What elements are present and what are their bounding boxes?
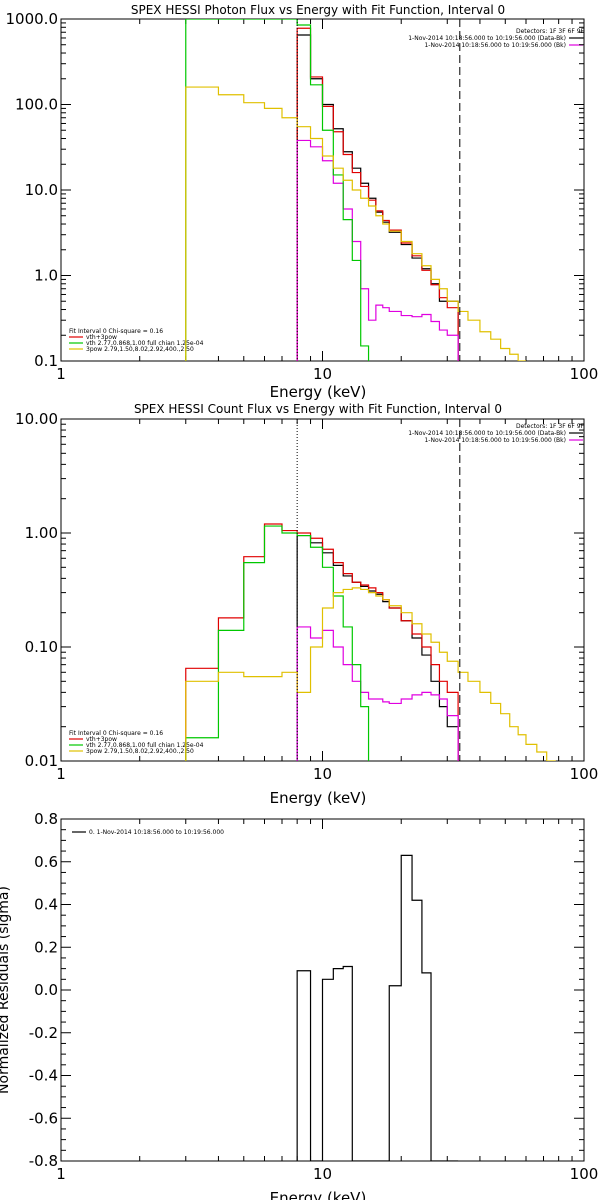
x-tick-label: 1: [56, 765, 66, 783]
x-tick-label: 10: [313, 765, 332, 783]
legend-left-entry: vth+3pow: [86, 334, 117, 341]
y-tick-label: 10.00: [15, 410, 58, 428]
series-line: [296, 139, 459, 361]
x-tick-label: 10: [313, 365, 332, 383]
series-line: [185, 587, 556, 761]
series-line: [296, 626, 459, 761]
legend-right-header: Detectors: 1F 3F 6F 9F: [516, 28, 585, 35]
residuals-panel: Energy (keV) Normalized Residuals (sigma…: [0, 810, 598, 1200]
y-tick-label: 0.01: [25, 752, 58, 770]
legend-left-header: Fit Interval 0 Chi-square = 0.16: [69, 730, 163, 737]
y-tick-label: -0.4: [29, 1067, 58, 1085]
y-tick-label: -0.8: [29, 1152, 58, 1170]
x-tick-label: 100: [570, 365, 599, 383]
y-axis-label: Normalized Residuals (sigma): [0, 886, 12, 1094]
y-tick-label: 1.0: [34, 267, 58, 285]
plot-frame: [60, 18, 585, 362]
series-line: [296, 27, 459, 361]
y-tick-label: 1.00: [25, 524, 58, 542]
x-tick-label: 1: [56, 1165, 66, 1183]
chart-title: SPEX HESSI Count Flux vs Energy with Fit…: [134, 402, 502, 416]
legend-left-entry: 3pow 2.79,1.50,8.02,2.92,400.,2.50: [86, 346, 194, 353]
y-tick-label: 0.4: [34, 896, 58, 914]
legend-right-entry: 1-Nov-2014 10:18:56.000 to 10:19:56.000 …: [408, 430, 566, 437]
series-line: [296, 534, 459, 761]
y-tick-label: 0.1: [34, 352, 58, 370]
y-tick-label: 0.6: [34, 853, 58, 871]
x-tick-label: 100: [570, 1165, 599, 1183]
y-tick-label: 0.2: [34, 938, 58, 956]
legend-left-entry: 0. 1-Nov-2014 10:18:56.000 to 10:19:56.0…: [89, 829, 224, 836]
chart-title: SPEX HESSI Photon Flux vs Energy with Fi…: [131, 3, 505, 17]
count-flux-panel: SPEX HESSI Count Flux vs Energy with Fit…: [15, 402, 598, 807]
legend-left-entry: 3pow 2.79,1.50,8.02,2.92,400.,2.50: [86, 748, 194, 755]
y-tick-label: 1000.0: [6, 10, 59, 28]
x-tick-label: 1: [56, 365, 66, 383]
series-line: [296, 34, 459, 361]
series-line: [185, 86, 526, 361]
x-axis-label: Energy (keV): [270, 1189, 367, 1200]
legend-left-entry: vth 2.77,0.868,1.00 full chian 1.25e-04: [86, 742, 204, 749]
legend-left-entry: vth 2.77,0.868,1.00 full chian 1.25e-04: [86, 340, 204, 347]
series-line: [185, 19, 370, 361]
legend-right-entry: 1-Nov-2014 10:18:56.000 to 10:19:56.000 …: [424, 437, 566, 444]
legend-right-entry: 1-Nov-2014 10:18:56.000 to 10:19:56.000 …: [408, 35, 566, 42]
legend-left-header: Fit Interval 0 Chi-square = 0.16: [69, 328, 163, 335]
y-tick-label: 0.8: [34, 810, 58, 828]
photon-flux-panel: SPEX HESSI Photon Flux vs Energy with Fi…: [6, 3, 599, 401]
x-axis-label: Energy (keV): [270, 789, 367, 807]
series-line: [185, 525, 370, 761]
y-tick-label: -0.6: [29, 1109, 58, 1127]
legend-right-header: Detectors: 1F 3F 6F 9F: [516, 423, 585, 430]
y-tick-label: -0.2: [29, 1024, 58, 1042]
y-tick-label: 0.0: [34, 981, 58, 999]
y-tick-label: 10.0: [25, 181, 58, 199]
y-tick-label: 0.10: [25, 638, 58, 656]
x-tick-label: 100: [570, 765, 599, 783]
plot-frame: [60, 418, 585, 762]
legend-left-entry: vth+3pow: [86, 736, 117, 743]
y-tick-label: 100.0: [15, 96, 58, 114]
series-line: [296, 854, 459, 1161]
series-line: [185, 523, 459, 761]
x-axis-label: Energy (keV): [270, 383, 367, 401]
legend-right-entry: 1-Nov-2014 10:18:56.000 to 10:19:56.000 …: [424, 42, 566, 49]
x-tick-label: 10: [313, 1165, 332, 1183]
